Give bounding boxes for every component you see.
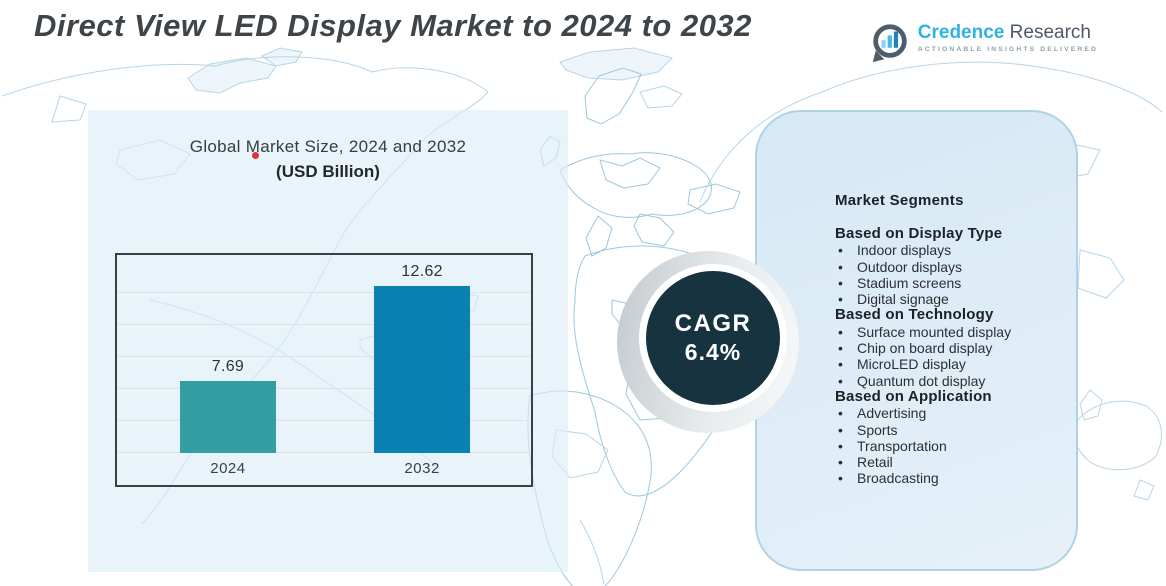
page-title: Direct View LED Display Market to 2024 t… [34,8,752,43]
bullet-icon: • [838,340,843,357]
market-segments-panel: Market Segments Based on Display Type • In… [755,110,1078,571]
segment-item-label: Sports [857,421,898,438]
segment-item-label: Stadium screens [857,274,962,291]
bar-category-label-2024: 2024 [210,460,246,477]
bullet-icon: • [838,437,843,454]
segment-item-label: Surface mounted display [857,323,1012,340]
bullet-icon: • [838,421,843,438]
segment-item: • Stadium screens [835,275,1058,291]
bullet-icon: • [838,323,843,340]
bullet-icon: • [838,405,843,422]
segment-item-label: Indoor displays [857,242,952,259]
segment-item-label: MicroLED display [857,356,966,373]
segment-item-label: Chip on board display [857,340,993,357]
bar-value-label-2032: 12.62 [401,262,443,280]
segment-item-label: Broadcasting [857,470,939,487]
bullet-icon: • [838,242,843,259]
bar-group-2032: 12.62 2032 [374,262,471,477]
segment-item: • Surface mounted display [835,324,1058,340]
segment-item: • Advertising [835,405,1058,421]
bullet-icon: • [838,372,843,389]
segment-item: • MicroLED display [835,356,1058,372]
chart-title: Global Market Size, 2024 and 2032 [189,137,467,156]
segment-item: • Outdoor displays [835,259,1058,275]
chart-subtitle: (USD Billion) [276,162,380,181]
logo-brand-primary: Credence [917,22,1005,43]
bullet-icon: • [838,291,843,308]
bar-2024 [179,381,276,453]
bullet-icon: • [838,470,843,487]
bar-2032 [374,285,471,453]
segments-heading: Market Segments [835,192,964,209]
segment-item: • Retail [835,454,1058,470]
logo-wordmark: Credence Research [918,22,1098,44]
segment-item: • Chip on board display [835,340,1058,356]
cagr-label: CAGR [674,310,752,337]
segment-group-title: Based on Application [835,387,992,405]
bullet-icon: • [838,454,843,471]
cagr-badge: CAGR 6.4% [639,264,787,412]
bar-value-label-2024: 7.69 [211,358,245,376]
segment-item: • Indoor displays [835,242,1058,258]
segment-groups: Based on Display Type • Indoor displays • Ou… [835,225,1058,487]
cagr-value: 6.4% [684,339,742,365]
segment-item: • Transportation [835,438,1058,454]
segment-item-label: Digital signage [857,291,949,308]
segment-item-label: Retail [857,454,893,471]
logo-tagline: ACTIONABLE INSIGHTS DELIVERED [917,46,1098,53]
credence-research-logo: Credence Research ACTIONABLE INSIGHTS DE… [869,22,1098,64]
segment-item-label: Advertising [857,405,927,422]
bullet-icon: • [838,274,843,291]
segment-item: • Sports [835,422,1058,438]
segment-group-title: Based on Technology [835,306,994,324]
segment-item: • Broadcasting [835,470,1058,486]
map-marker-dot [252,152,259,159]
segment-item-label: Transportation [857,437,947,454]
bar-category-label-2032: 2032 [404,460,440,477]
segment-item: • Digital signage [835,291,1058,307]
chart-title-block: Global Market Size, 2024 and 2032 (USD B… [88,137,568,182]
bar-chart-speech-bubble-icon [872,24,907,63]
segment-item: • Quantum dot display [835,373,1058,389]
segment-item-label: Quantum dot display [857,372,986,389]
segment-item-label: Outdoor displays [857,258,963,275]
segment-group-title: Based on Display Type [835,225,1003,242]
bar-group-2024: 7.69 2024 [179,358,276,477]
logo-brand-secondary: Research [1009,22,1091,43]
bullet-icon: • [838,258,843,275]
bullet-icon: • [838,356,843,373]
plot-area: 7.69 2024 12.62 2032 [117,262,531,477]
bar-chart: 7.69 2024 12.62 2032 [115,253,533,487]
